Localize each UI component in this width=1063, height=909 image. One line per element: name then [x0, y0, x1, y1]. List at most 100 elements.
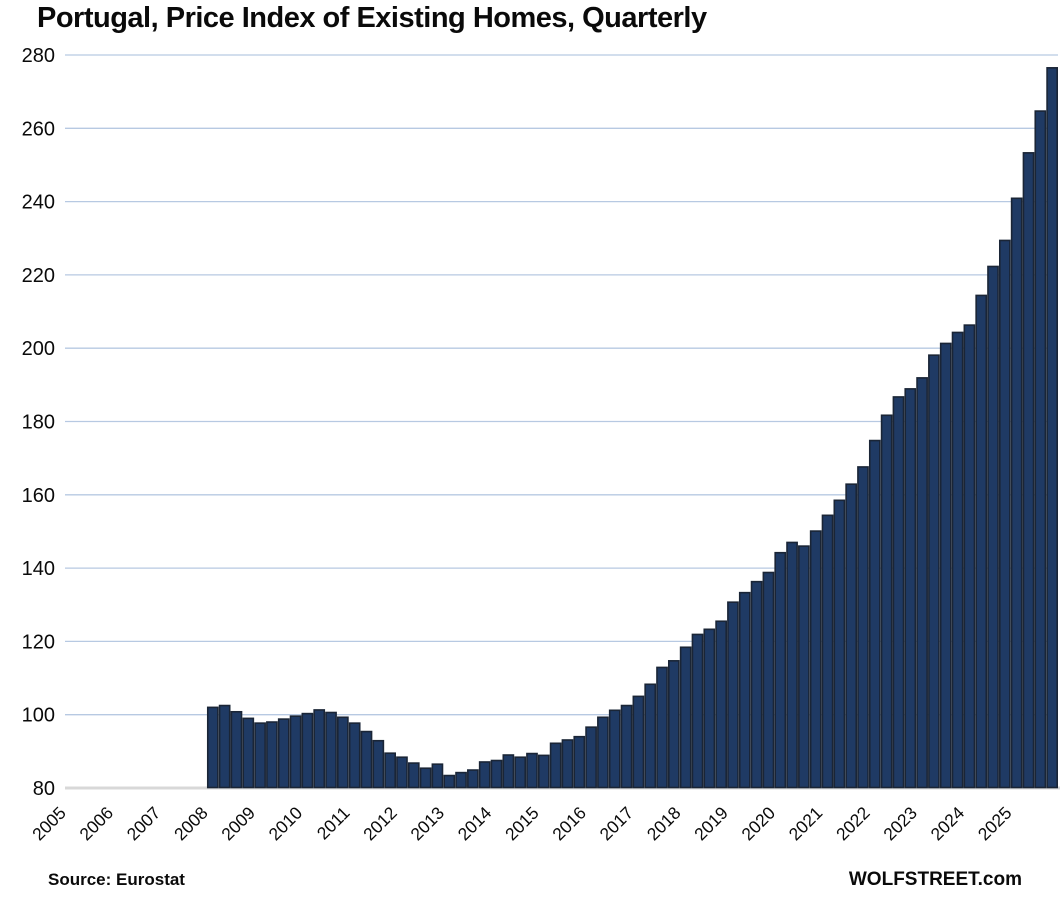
bar-2023Q2	[928, 354, 940, 789]
bar-2008Q3	[230, 710, 243, 789]
bar-2015Q3	[561, 739, 574, 789]
x-axis-year-label: 2024	[927, 803, 969, 845]
bar-2020Q1	[774, 551, 787, 789]
bar-2024Q2	[975, 294, 988, 789]
bar-2020Q4	[809, 530, 822, 789]
bar-2012Q3	[419, 767, 432, 789]
x-axis-year-label: 2010	[265, 803, 307, 845]
bar-2009Q3	[277, 718, 290, 789]
bar-2016Q4	[620, 704, 633, 789]
bar-2011Q4	[384, 752, 397, 789]
y-axis-tick-label: 120	[22, 631, 55, 653]
source-label: Source: Eurostat	[48, 870, 185, 889]
bar-2021Q2	[833, 499, 846, 789]
brand-label: WOLFSTREET.com	[848, 869, 1022, 890]
bar-2024Q4	[998, 239, 1011, 789]
bar-2023Q1	[916, 377, 928, 789]
bar-2023Q4	[951, 331, 964, 789]
bar-2025Q3	[1034, 110, 1047, 789]
bar-2021Q4	[857, 466, 869, 789]
bar-2018Q3	[703, 628, 716, 789]
bar-2023Q3	[939, 342, 952, 789]
x-axis-year-label: 2022	[832, 803, 874, 845]
bar-2024Q3	[987, 265, 999, 789]
bar-2010Q4	[336, 716, 349, 789]
x-axis-year-label: 2007	[123, 803, 165, 845]
bar-2016Q3	[608, 709, 621, 789]
y-axis-tick-label: 200	[22, 338, 55, 360]
y-axis-tick-label: 100	[22, 705, 55, 727]
bar-2012Q2	[407, 762, 420, 789]
bar-2025Q1	[1010, 197, 1023, 789]
y-axis-tick-label: 280	[22, 45, 55, 67]
x-axis-year-label: 2016	[548, 803, 590, 845]
bar-2022Q1	[868, 439, 881, 789]
x-axis-year-label: 2017	[596, 803, 638, 845]
y-axis-tick-label: 140	[22, 558, 55, 580]
bar-2017Q4	[667, 660, 680, 789]
bar-2013Q1	[443, 774, 456, 789]
bar-2024Q1	[963, 324, 976, 789]
bar-2016Q1	[585, 726, 597, 789]
bar-2010Q1	[301, 712, 314, 789]
bar-2019Q4	[762, 571, 775, 789]
bar-2011Q3	[372, 739, 385, 789]
x-axis-year-label: 2013	[406, 803, 448, 845]
bar-2025Q2	[1022, 152, 1035, 789]
chart-title: Portugal, Price Index of Existing Homes,…	[37, 2, 707, 34]
y-axis-tick-label: 160	[22, 485, 55, 507]
bar-2011Q2	[360, 730, 373, 789]
x-axis-year-label: 2023	[879, 803, 921, 845]
bar-2017Q1	[632, 695, 645, 789]
bar-2014Q1	[490, 759, 503, 789]
bar-2021Q1	[821, 514, 834, 789]
bar-2019Q1	[727, 601, 739, 789]
bar-2011Q1	[348, 722, 361, 789]
bar-2022Q4	[904, 388, 917, 789]
bar-2009Q2	[266, 721, 278, 789]
bar-2018Q4	[715, 620, 727, 789]
x-axis-year-label: 2006	[75, 803, 117, 845]
bar-2014Q4	[526, 752, 538, 789]
bar-2020Q3	[798, 545, 810, 789]
bar-2015Q1	[537, 754, 550, 789]
bar-2009Q4	[289, 715, 302, 789]
bar-2008Q2	[218, 704, 231, 789]
bar-2010Q2	[313, 709, 326, 789]
bar-2012Q1	[396, 756, 408, 789]
x-axis-year-label: 2020	[737, 803, 779, 845]
bar-2008Q4	[242, 717, 255, 789]
bar-2009Q1	[254, 722, 266, 789]
bar-2020Q2	[786, 541, 798, 789]
bar-2013Q3	[467, 769, 479, 789]
x-axis-year-label: 2025	[974, 803, 1016, 845]
bar-2021Q3	[845, 483, 858, 789]
bar-2014Q2	[502, 754, 515, 789]
bar-2013Q2	[455, 771, 467, 789]
x-axis-year-label: 2008	[170, 803, 212, 845]
x-axis-year-label: 2011	[313, 803, 354, 844]
x-axis-year-label: 2012	[359, 803, 401, 845]
y-axis-tick-label: 180	[22, 412, 55, 434]
x-axis-year-label: 2021	[785, 803, 827, 845]
y-axis-tick-label: 240	[22, 192, 55, 214]
x-axis-year-label: 2005	[28, 803, 70, 845]
bar-2017Q2	[644, 683, 657, 789]
bar-2022Q3	[892, 396, 905, 789]
bar-2015Q2	[549, 742, 562, 789]
bar-2012Q4	[431, 763, 444, 789]
bar-2019Q3	[750, 580, 763, 789]
bar-2025Q4	[1046, 67, 1059, 789]
y-axis-tick-label: 80	[33, 778, 55, 800]
bar-2019Q2	[738, 591, 751, 789]
bar-2015Q4	[573, 735, 586, 789]
bar-2014Q3	[514, 756, 527, 789]
x-axis-year-label: 2014	[454, 803, 496, 845]
y-axis-tick-label: 220	[22, 265, 55, 287]
bar-2016Q2	[597, 716, 609, 789]
x-axis-year-label: 2015	[501, 803, 543, 845]
y-axis-tick-label: 260	[22, 118, 55, 140]
x-axis-year-label: 2009	[217, 803, 259, 845]
bar-2022Q2	[880, 414, 893, 789]
